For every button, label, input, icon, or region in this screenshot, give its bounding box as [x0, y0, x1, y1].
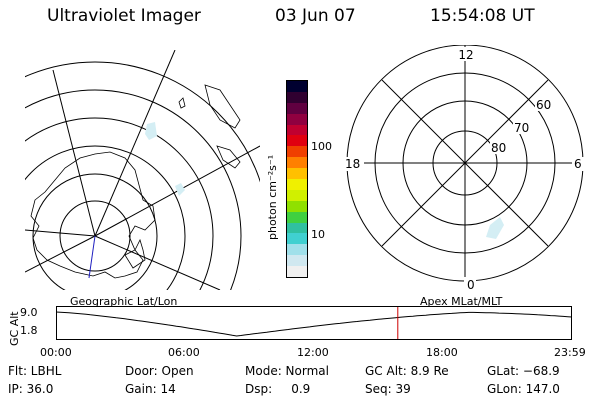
colorbar-segment — [287, 157, 307, 169]
altitude-timeline — [56, 306, 572, 340]
colorbar-segment — [287, 266, 307, 278]
mlt-diagonal — [381, 79, 549, 247]
colorbar-segment — [287, 255, 307, 267]
colorbar-segment — [287, 113, 307, 125]
coastline-island — [178, 97, 186, 109]
lat-circle — [59, 200, 131, 272]
colorbar-unit-label: photon cm⁻²s⁻¹ — [266, 154, 279, 240]
info-filter: Flt: LBHL — [8, 364, 62, 378]
meridian-line — [94, 50, 176, 237]
info-dsp: Dsp: 0.9 — [245, 382, 311, 396]
colorbar-segment — [287, 211, 307, 223]
mlt-label-0: 0 — [467, 278, 475, 292]
timeline-left-title: Geographic Lat/Lon — [70, 295, 178, 308]
aurora-oval-patch — [486, 217, 504, 239]
mlat-label-80: 80 — [491, 141, 506, 155]
mlat-label-60: 60 — [536, 98, 551, 112]
coastline-peninsula — [124, 238, 146, 269]
info-door: Door: Open — [125, 364, 194, 378]
timeline-xtick-0600: 06:00 — [168, 346, 200, 359]
colorbar-segment — [287, 200, 307, 212]
timeline-xtick-2359: 23:59 — [554, 346, 586, 359]
info-mode: Mode: Normal — [245, 364, 329, 378]
colorbar-segment — [287, 179, 307, 190]
colorbar-segment — [287, 168, 307, 180]
colorbar-segment — [287, 222, 307, 234]
lat-circle — [25, 145, 186, 290]
coastline-australia — [204, 84, 241, 129]
lat-circle — [25, 89, 242, 290]
info-seq: Seq: 39 — [365, 382, 411, 396]
lat-circle — [25, 117, 214, 290]
info-gc-alt: GC Alt: 8.9 Re — [365, 364, 449, 378]
aurora-blob — [175, 183, 185, 196]
info-glat: GLat: −68.9 — [487, 364, 560, 378]
app-title: Ultraviolet Imager — [47, 6, 201, 26]
timeline-xtick-1200: 12:00 — [297, 346, 329, 359]
coastline-newzealand — [216, 145, 241, 169]
colorbar-segment — [287, 124, 307, 136]
timeline-xtick-1800: 18:00 — [426, 346, 458, 359]
aurora-blob — [145, 122, 157, 140]
meridian-line — [94, 235, 221, 290]
colorbar-tick-10: 10 — [311, 228, 325, 241]
colorbar-segment — [287, 189, 307, 201]
colorbar-segment — [287, 102, 307, 114]
header-date: 03 Jun 07 — [275, 6, 356, 26]
coastline-antarctica — [30, 151, 156, 279]
mlat-label-70: 70 — [514, 121, 529, 135]
timeline-frame — [56, 306, 572, 340]
timeline-right-title: Apex MLat/MLT — [420, 295, 503, 308]
subsolar-line — [88, 235, 96, 279]
colorbar-segment — [287, 91, 307, 103]
meridian-line — [52, 69, 96, 237]
geographic-map — [25, 50, 260, 290]
polar-grid-map: 12 18 6 0 60 70 80 — [344, 45, 584, 292]
lat-circle — [32, 173, 158, 290]
colorbar-segment — [287, 81, 307, 92]
lat-circle — [25, 61, 260, 290]
info-ip: IP: 36.0 — [8, 382, 54, 396]
colorbar — [286, 80, 308, 278]
timeline-ytick-top: 9.0 — [20, 306, 38, 319]
mlt-label-18: 18 — [345, 157, 360, 171]
info-glon: GLon: 147.0 — [487, 382, 560, 396]
colorbar-segment — [287, 233, 307, 245]
colorbar-segment — [287, 244, 307, 256]
colorbar-segment — [287, 146, 307, 158]
mlt-label-12: 12 — [458, 48, 473, 62]
info-gain: Gain: 14 — [125, 382, 176, 396]
timeline-ytick-bottom: 1.8 — [20, 324, 38, 337]
altitude-curve — [56, 311, 572, 337]
header-time: 15:54:08 UT — [430, 6, 535, 26]
colorbar-segment — [287, 135, 307, 147]
timeline-xtick-0000: 00:00 — [40, 346, 72, 359]
colorbar-tick-100: 100 — [311, 140, 332, 153]
mlt-label-6: 6 — [574, 157, 582, 171]
meridian-line — [25, 235, 96, 273]
